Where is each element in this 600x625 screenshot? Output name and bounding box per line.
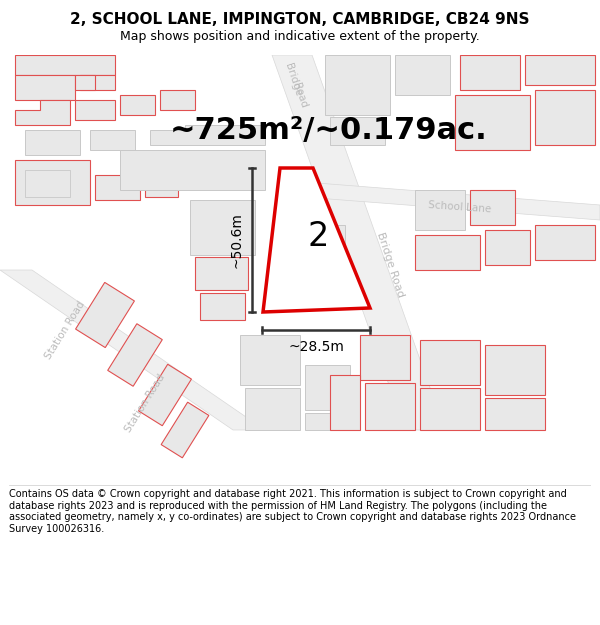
Polygon shape — [485, 345, 545, 395]
Polygon shape — [80, 75, 115, 90]
Polygon shape — [120, 150, 265, 190]
Text: 2: 2 — [307, 221, 329, 254]
Polygon shape — [0, 270, 265, 430]
Polygon shape — [305, 413, 350, 430]
Polygon shape — [15, 160, 90, 205]
Polygon shape — [525, 55, 595, 85]
Polygon shape — [535, 225, 595, 260]
Polygon shape — [95, 175, 140, 200]
Polygon shape — [365, 383, 415, 430]
Polygon shape — [240, 335, 300, 385]
Polygon shape — [263, 168, 370, 312]
Text: ~28.5m: ~28.5m — [288, 340, 344, 354]
Polygon shape — [278, 180, 600, 220]
Polygon shape — [90, 130, 135, 150]
Polygon shape — [420, 388, 480, 430]
Polygon shape — [15, 75, 75, 100]
Text: Bridge: Bridge — [283, 62, 303, 98]
Polygon shape — [535, 90, 595, 145]
Polygon shape — [245, 388, 300, 430]
Polygon shape — [108, 324, 162, 386]
Polygon shape — [330, 375, 360, 430]
Polygon shape — [25, 170, 70, 197]
Text: Map shows position and indicative extent of the property.: Map shows position and indicative extent… — [120, 30, 480, 43]
Polygon shape — [330, 117, 385, 145]
Polygon shape — [15, 100, 70, 125]
Polygon shape — [305, 225, 345, 275]
Polygon shape — [360, 335, 410, 380]
Polygon shape — [415, 190, 465, 230]
Polygon shape — [190, 200, 255, 255]
Polygon shape — [150, 125, 265, 145]
Text: Bridge Road: Bridge Road — [375, 231, 405, 299]
Polygon shape — [200, 293, 245, 320]
Text: ~725m²/~0.179ac.: ~725m²/~0.179ac. — [170, 116, 488, 144]
Text: Station Road: Station Road — [123, 372, 167, 434]
Polygon shape — [455, 95, 530, 150]
Polygon shape — [120, 95, 155, 115]
Text: 2, SCHOOL LANE, IMPINGTON, CAMBRIDGE, CB24 9NS: 2, SCHOOL LANE, IMPINGTON, CAMBRIDGE, CB… — [70, 12, 530, 27]
Polygon shape — [145, 177, 178, 197]
Polygon shape — [160, 90, 195, 110]
Polygon shape — [161, 402, 209, 458]
Polygon shape — [470, 190, 515, 225]
Polygon shape — [139, 364, 191, 426]
Polygon shape — [325, 55, 390, 115]
Polygon shape — [195, 257, 248, 290]
Polygon shape — [485, 230, 530, 265]
Text: Contains OS data © Crown copyright and database right 2021. This information is : Contains OS data © Crown copyright and d… — [9, 489, 576, 534]
Text: ~50.6m: ~50.6m — [230, 212, 244, 268]
Text: School Lane: School Lane — [428, 200, 492, 214]
Polygon shape — [272, 55, 445, 430]
Text: Station Road: Station Road — [43, 299, 87, 361]
Polygon shape — [75, 100, 115, 120]
Polygon shape — [395, 55, 450, 95]
Polygon shape — [420, 340, 480, 385]
Polygon shape — [25, 130, 80, 155]
Polygon shape — [75, 75, 95, 90]
Text: Road: Road — [291, 81, 309, 109]
Polygon shape — [460, 55, 520, 90]
Polygon shape — [15, 55, 115, 75]
Polygon shape — [305, 365, 350, 410]
Polygon shape — [485, 398, 545, 430]
Polygon shape — [76, 282, 134, 348]
Polygon shape — [415, 235, 480, 270]
